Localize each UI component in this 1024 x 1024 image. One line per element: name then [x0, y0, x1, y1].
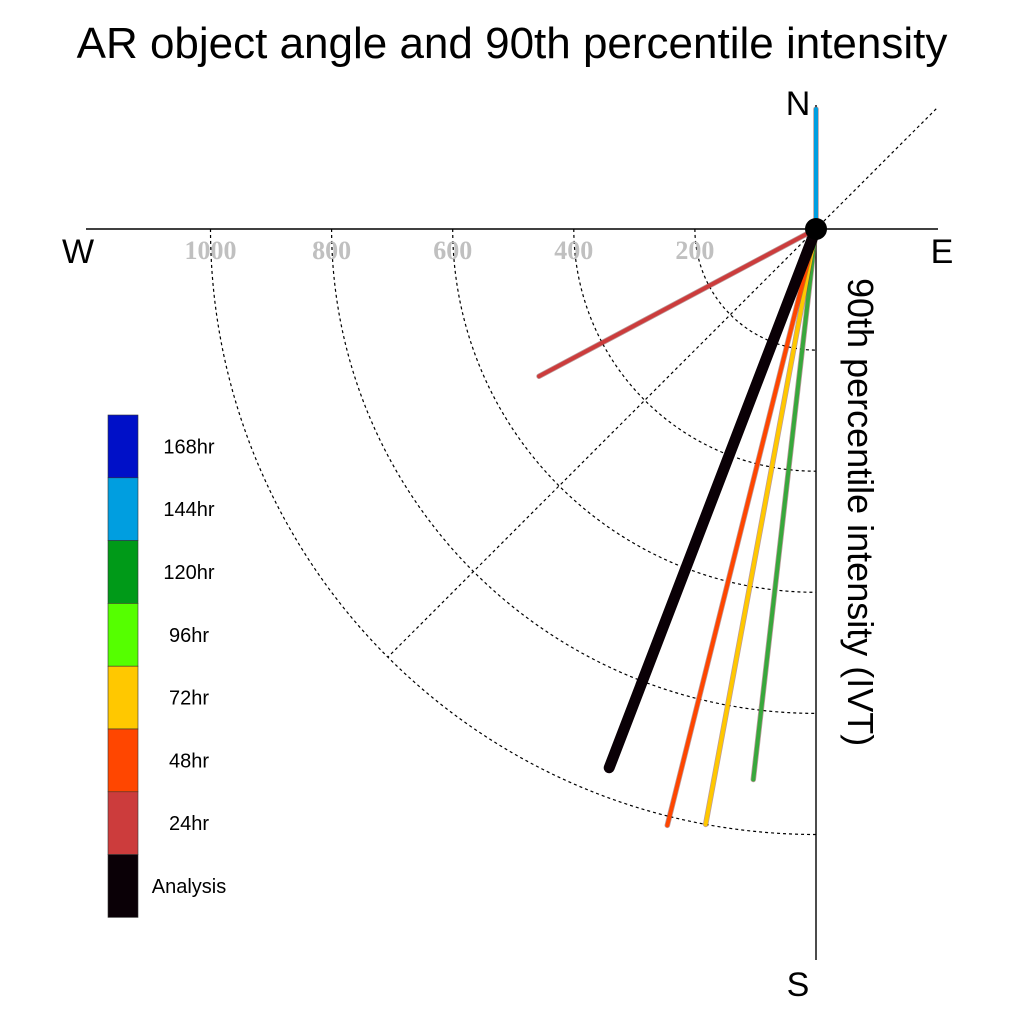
legend-label-96hr: 96hr	[169, 625, 209, 647]
radial-tick-labels: 200 400 600 800 1000	[185, 236, 715, 265]
radial-tick-200: 200	[675, 236, 714, 265]
legend-swatch-48hr	[107, 728, 139, 793]
legend-label-72hr: 72hr	[169, 688, 209, 710]
legend-label-120hr: 120hr	[163, 562, 214, 584]
chart-title: AR object angle and 90th percentile inte…	[77, 19, 948, 68]
radial-axis-title: 90th percentile intensity (IVT)	[840, 278, 881, 746]
vector-48hr	[665, 227, 818, 828]
grid-ring-400	[573, 228, 817, 472]
compass-south: S	[787, 966, 810, 1004]
radial-tick-800: 800	[312, 236, 351, 265]
legend-swatch-96hr	[107, 603, 139, 667]
radial-tick-1000: 1000	[185, 236, 237, 265]
legend-label-168hr: 168hr	[163, 436, 214, 458]
legend: 168hr 144hr 120hr 96hr 72hr 48hr 24hr Analysis	[107, 414, 226, 918]
legend-swatch-168hr	[107, 414, 139, 479]
legend-label-analysis: Analysis	[152, 876, 226, 898]
compass-north: N	[786, 85, 811, 123]
legend-label-144hr: 144hr	[163, 499, 214, 521]
polar-grid	[209, 108, 937, 836]
vector-120hr	[751, 227, 818, 782]
vector-72hr	[703, 227, 818, 827]
compass-east: E	[931, 233, 954, 271]
legend-swatch-analysis	[107, 854, 139, 918]
origin-marker	[805, 218, 827, 240]
radial-tick-400: 400	[554, 236, 593, 265]
legend-label-48hr: 48hr	[169, 750, 209, 772]
vector-series	[536, 106, 822, 829]
grid-ring-600	[452, 228, 817, 593]
radial-tick-600: 600	[433, 236, 472, 265]
legend-label-24hr: 24hr	[169, 813, 209, 835]
grid-ring-200	[694, 228, 817, 351]
vector-analysis	[603, 223, 822, 774]
legend-swatch-120hr	[107, 540, 139, 604]
legend-swatch-144hr	[107, 477, 139, 541]
grid-ring-1000	[209, 228, 817, 836]
legend-swatch-24hr	[107, 791, 139, 855]
compass-west: W	[62, 233, 94, 271]
vector-24hr	[537, 227, 818, 379]
legend-swatch-72hr	[107, 665, 139, 730]
